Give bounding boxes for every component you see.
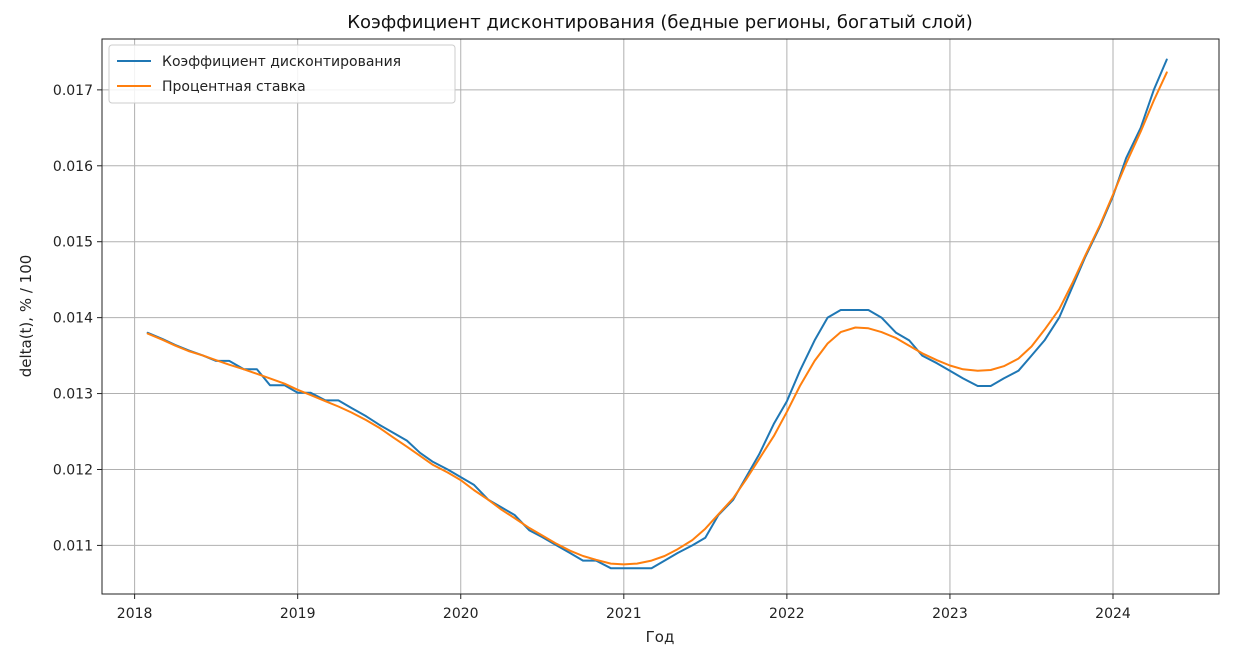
x-tick-label: 2024 <box>1095 606 1131 622</box>
y-tick-label: 0.016 <box>53 159 93 175</box>
legend-box <box>108 44 456 104</box>
series-line-interest-rate <box>146 71 1168 566</box>
x-axis-title: Год <box>646 628 675 646</box>
series-layer <box>146 58 1168 570</box>
y-tick-label: 0.013 <box>53 387 93 403</box>
legend-label-discount-rate: Коэффициент дисконтирования <box>162 54 401 70</box>
y-tick-label: 0.017 <box>53 83 93 99</box>
x-tick-label: 2020 <box>443 606 479 622</box>
y-tick-label: 0.011 <box>53 538 93 554</box>
series-line-discount-rate <box>146 58 1168 570</box>
x-tick-label: 2019 <box>280 606 316 622</box>
y-tick-label: 0.015 <box>53 235 93 251</box>
y-tick-label: 0.012 <box>53 462 93 478</box>
y-tick-label: 0.014 <box>53 311 93 327</box>
plot-frame <box>101 38 1220 595</box>
x-tick-label: 2022 <box>769 606 805 622</box>
x-tick-label: 2018 <box>117 606 153 622</box>
x-tick-label: 2021 <box>606 606 642 622</box>
x-tick-label: 2023 <box>932 606 968 622</box>
chart-title: Коэффициент дисконтирования (бедные реги… <box>347 12 972 33</box>
grid <box>102 39 1219 594</box>
x-axis: 2018 2019 2020 2021 2022 2023 2024 <box>117 594 1131 622</box>
legend: Коэффициент дисконтирования Процентная с… <box>108 44 456 104</box>
legend-label-interest-rate: Процентная ставка <box>162 79 306 95</box>
y-axis: 0.011 0.012 0.013 0.014 0.015 0.016 0.017 <box>53 83 102 554</box>
y-axis-title: delta(t), % / 100 <box>17 255 35 378</box>
